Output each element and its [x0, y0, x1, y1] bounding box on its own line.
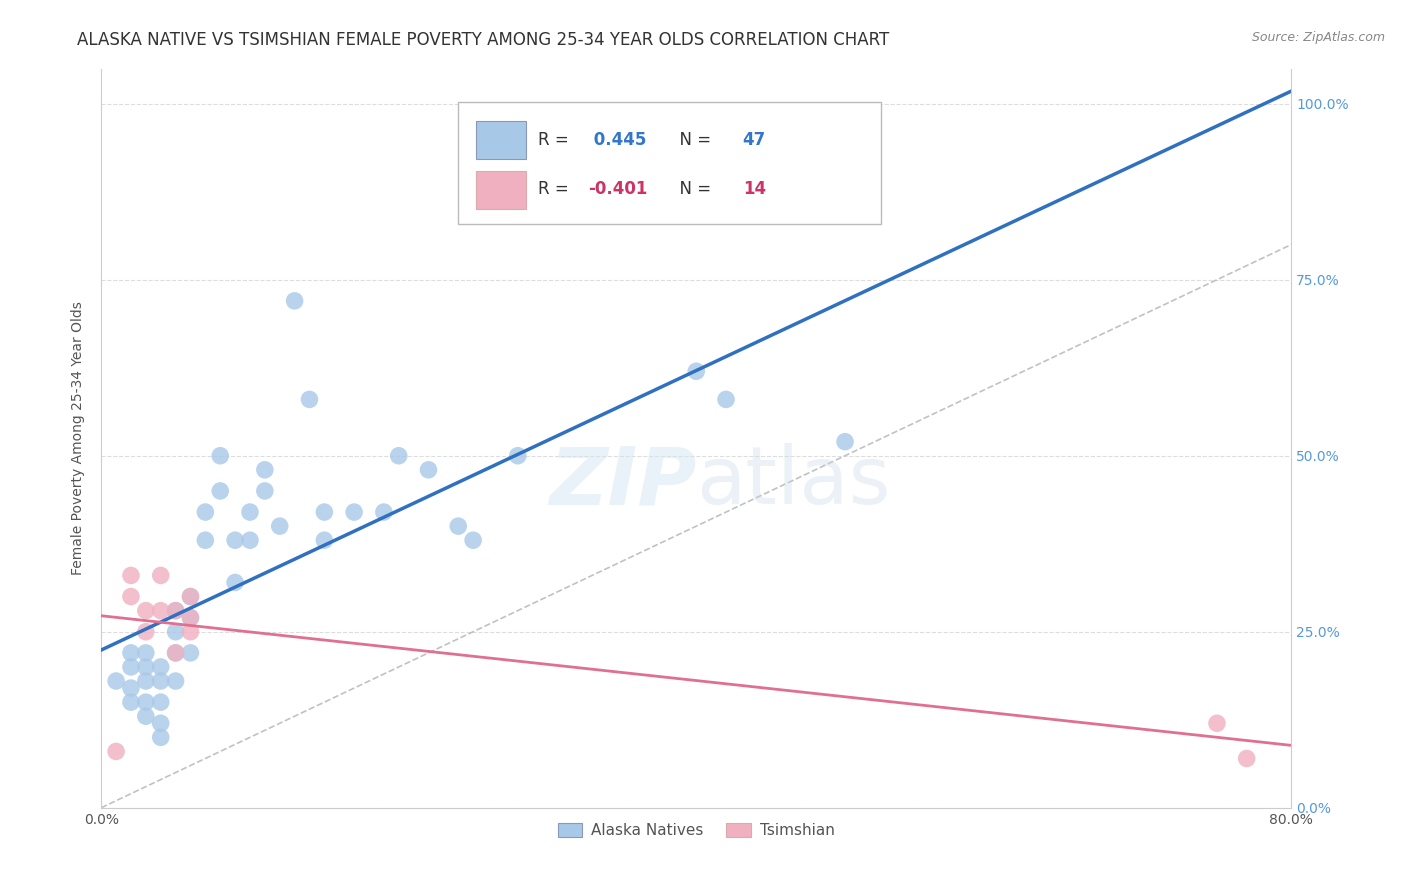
- Legend: Alaska Natives, Tsimshian: Alaska Natives, Tsimshian: [551, 817, 841, 845]
- Point: [179, 590, 201, 604]
- Point: [314, 533, 336, 548]
- Point: [149, 604, 172, 618]
- Point: [120, 695, 142, 709]
- Point: [165, 646, 187, 660]
- Point: [343, 505, 366, 519]
- Text: 47: 47: [742, 131, 766, 149]
- Text: R =: R =: [538, 131, 574, 149]
- Point: [194, 533, 217, 548]
- Point: [179, 590, 201, 604]
- Text: ZIP: ZIP: [548, 443, 696, 522]
- Point: [1236, 751, 1258, 765]
- Text: 0.445: 0.445: [588, 131, 647, 149]
- Point: [447, 519, 470, 533]
- Text: 14: 14: [742, 180, 766, 198]
- Point: [165, 604, 187, 618]
- Text: R =: R =: [538, 180, 574, 198]
- Point: [418, 463, 440, 477]
- Point: [120, 646, 142, 660]
- Point: [314, 505, 336, 519]
- Point: [209, 449, 232, 463]
- Point: [463, 533, 485, 548]
- Point: [224, 533, 246, 548]
- Point: [165, 624, 187, 639]
- Point: [224, 575, 246, 590]
- Text: atlas: atlas: [696, 443, 890, 522]
- Text: N =: N =: [669, 180, 716, 198]
- Point: [194, 505, 217, 519]
- Point: [165, 673, 187, 688]
- Point: [120, 660, 142, 674]
- Point: [239, 505, 262, 519]
- FancyBboxPatch shape: [477, 121, 526, 160]
- Point: [149, 695, 172, 709]
- Point: [135, 695, 157, 709]
- Point: [253, 463, 276, 477]
- Point: [149, 716, 172, 731]
- Point: [714, 392, 737, 407]
- Point: [165, 646, 187, 660]
- Point: [834, 434, 856, 449]
- Point: [105, 673, 128, 688]
- Point: [373, 505, 395, 519]
- Point: [506, 449, 529, 463]
- Point: [179, 610, 201, 624]
- Point: [284, 293, 307, 308]
- Point: [135, 646, 157, 660]
- Point: [149, 568, 172, 582]
- Text: N =: N =: [669, 131, 716, 149]
- Text: ALASKA NATIVE VS TSIMSHIAN FEMALE POVERTY AMONG 25-34 YEAR OLDS CORRELATION CHAR: ALASKA NATIVE VS TSIMSHIAN FEMALE POVERT…: [77, 31, 890, 49]
- FancyBboxPatch shape: [458, 102, 880, 224]
- Point: [179, 610, 201, 624]
- Point: [209, 483, 232, 498]
- Point: [179, 624, 201, 639]
- Point: [269, 519, 291, 533]
- Point: [135, 709, 157, 723]
- Point: [388, 449, 411, 463]
- Text: -0.401: -0.401: [588, 180, 647, 198]
- Y-axis label: Female Poverty Among 25-34 Year Olds: Female Poverty Among 25-34 Year Olds: [72, 301, 86, 575]
- Point: [105, 744, 128, 758]
- Point: [149, 660, 172, 674]
- Point: [149, 673, 172, 688]
- Point: [239, 533, 262, 548]
- Point: [120, 568, 142, 582]
- Point: [135, 624, 157, 639]
- Point: [298, 392, 321, 407]
- Point: [165, 604, 187, 618]
- Point: [135, 660, 157, 674]
- Text: Source: ZipAtlas.com: Source: ZipAtlas.com: [1251, 31, 1385, 45]
- Point: [135, 673, 157, 688]
- Point: [120, 681, 142, 695]
- Point: [179, 646, 201, 660]
- Point: [1206, 716, 1229, 731]
- Point: [253, 483, 276, 498]
- Point: [149, 731, 172, 745]
- Point: [120, 590, 142, 604]
- Point: [685, 364, 707, 378]
- Point: [135, 604, 157, 618]
- FancyBboxPatch shape: [477, 170, 526, 209]
